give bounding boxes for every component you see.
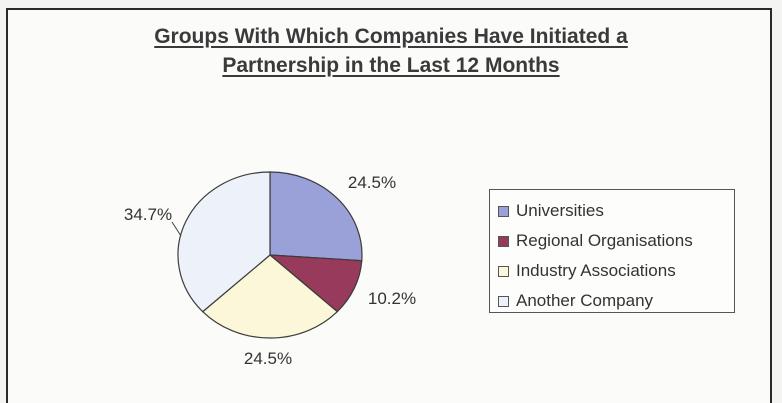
legend-label-regional-organisations: Regional Organisations <box>516 231 693 250</box>
leader-line-another-company <box>171 221 182 237</box>
legend-label-industry-associations: Industry Associations <box>516 261 676 280</box>
data-label-industry-associations: 24.5% <box>244 349 292 368</box>
legend-label-another-company: Another Company <box>516 291 654 310</box>
pie-slice-another-company <box>177 171 271 313</box>
legend-swatch-universities <box>498 205 509 217</box>
data-label-universities: 24.5% <box>348 173 396 192</box>
legend-item-universities: Universities <box>498 196 734 226</box>
chart-title: Groups With Which Companies Have Initiat… <box>0 22 782 80</box>
data-label-regional-organisations: 10.2% <box>368 289 416 308</box>
legend-label-universities: Universities <box>516 201 604 220</box>
legend-swatch-industry-associations <box>498 265 509 277</box>
pie-slice-industry-associations <box>201 254 339 339</box>
legend-item-another-company: Another Company <box>498 286 734 316</box>
legend-item-regional-organisations: Regional Organisations <box>498 226 734 256</box>
pie-slice-universities <box>269 171 363 262</box>
legend-item-industry-associations: Industry Associations <box>498 256 734 286</box>
data-label-another-company: 34.7% <box>124 205 172 224</box>
legend-swatch-regional-organisations <box>498 235 509 247</box>
chart-title-line-2: Partnership in the Last 12 Months <box>222 54 560 77</box>
legend: Universities Regional Organisations Indu… <box>489 189 735 313</box>
legend-swatch-another-company <box>498 295 509 307</box>
chart-title-line-1: Groups With Which Companies Have Initiat… <box>154 25 628 48</box>
